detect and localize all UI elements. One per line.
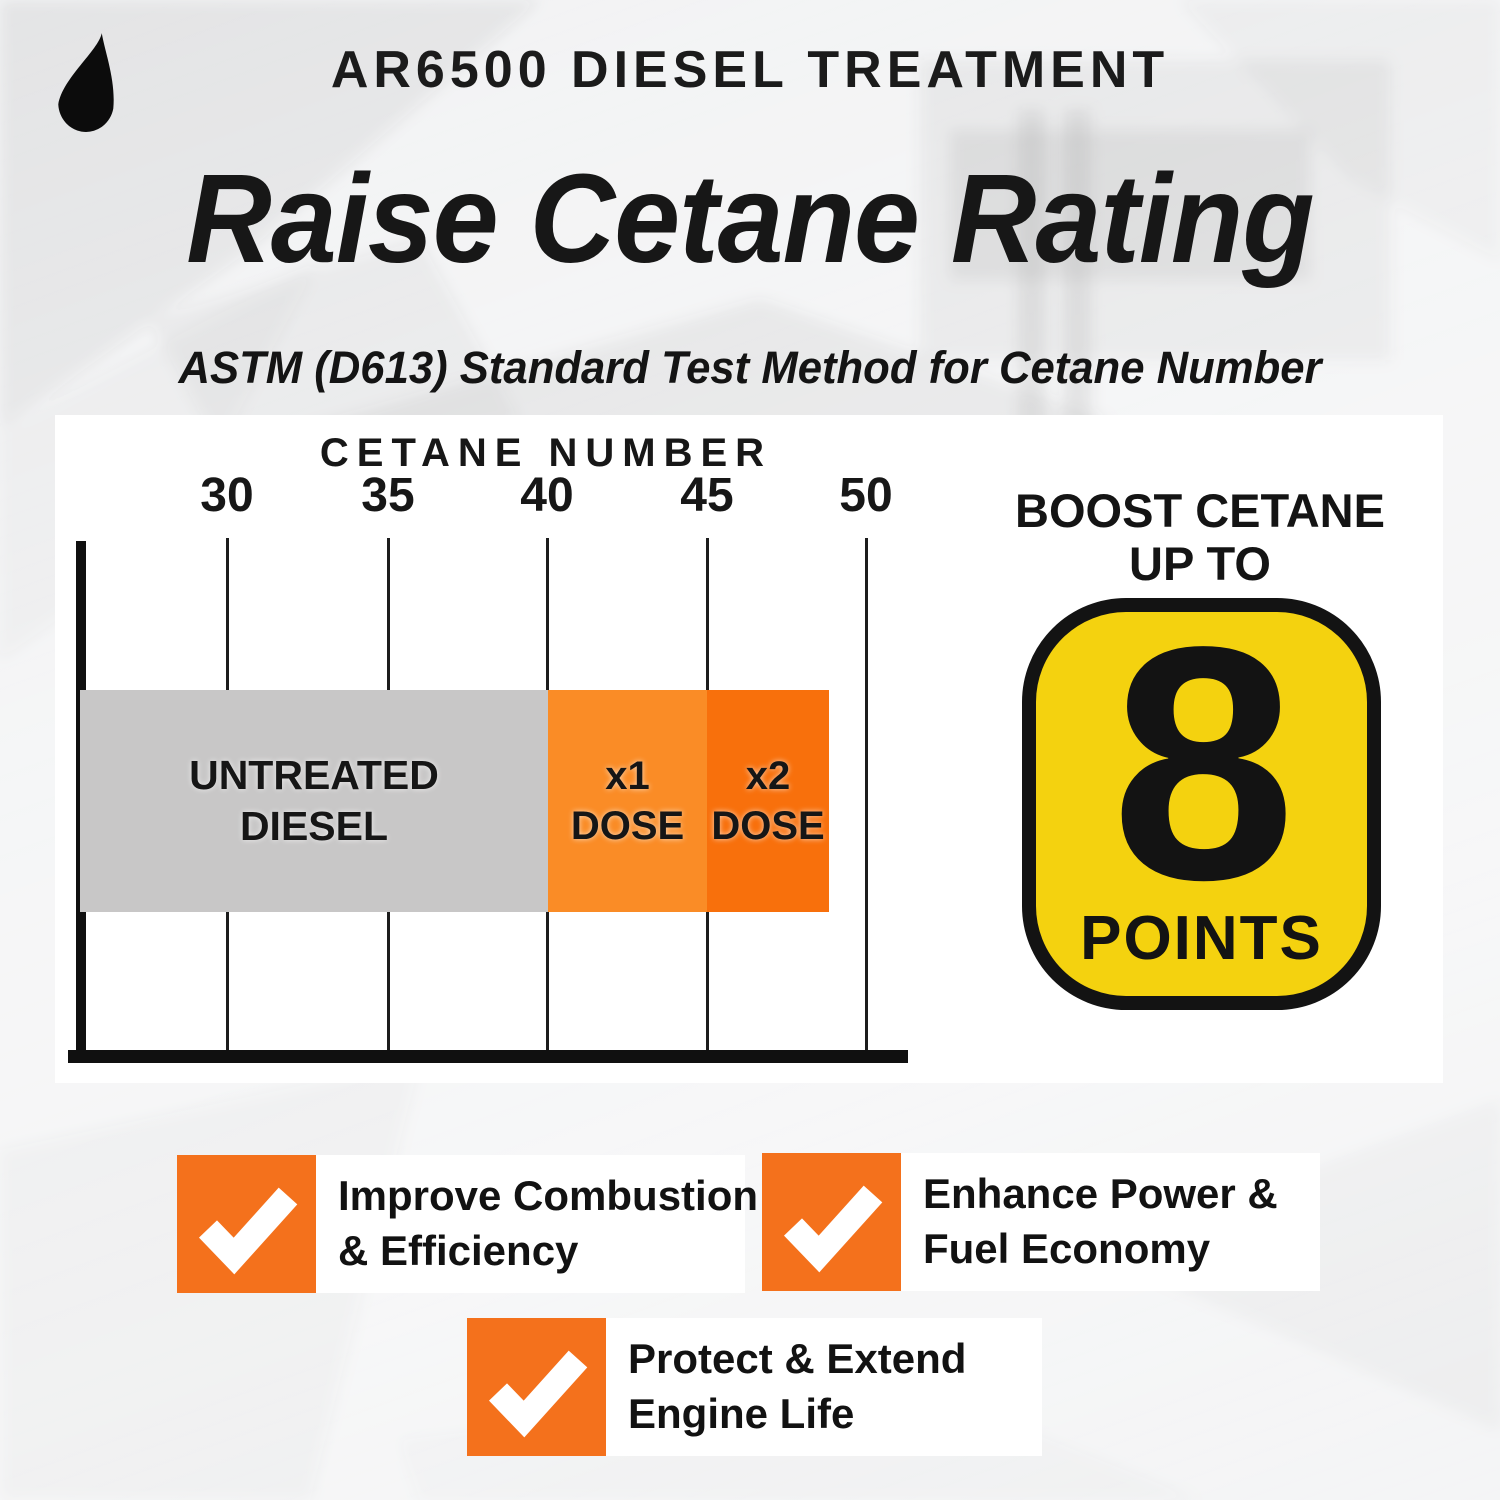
benefit-text: Improve Combustion & Efficiency [316,1155,759,1293]
points-badge: 8 POINTS [1022,598,1381,1010]
benefit-item-power: Enhance Power & Fuel Economy [762,1153,1320,1291]
bar-label-line: DOSE [570,804,685,848]
bar-label-line: x1 [605,754,650,798]
product-title: AR6500 DIESEL TREATMENT [330,41,1170,99]
page-headline: Raise Cetane Rating [186,148,1314,289]
oil-drop-icon [58,33,114,132]
axis-title: CETANE NUMBER [319,431,773,475]
badge-value: 8 [1111,578,1296,949]
boost-heading-line1: BOOST CETANE [1015,484,1385,537]
bar-label-line: x2 [745,754,791,798]
benefit-line: Improve Combustion [338,1172,759,1220]
check-square [467,1318,606,1456]
bar-label-line: DOSE [711,804,825,848]
bar-untreated-diesel: UNTREATED DIESEL [80,690,548,912]
bar-label-line: UNTREATED [189,751,439,798]
benefit-item-engine-life: Protect & Extend Engine Life [467,1318,1042,1456]
checkmark-icon [783,1185,882,1273]
bar-x1-dose: x1 DOSE [548,690,707,912]
benefit-line: Fuel Economy [923,1225,1211,1272]
badge-unit: POINTS [1080,904,1323,973]
benefit-line: Protect & Extend [628,1335,967,1383]
bar-x2-dose: x2 DOSE [707,690,829,912]
check-square [177,1155,316,1293]
gridline-50 [865,538,868,1052]
tick-label-35: 35 [361,469,415,522]
checkmark-icon [488,1350,587,1438]
test-method-subtitle: ASTM (D613) Standard Test Method for Cet… [178,342,1322,393]
tick-label-50: 50 [839,469,893,522]
check-square [762,1153,901,1291]
chart-panel: CETANE NUMBER 30 35 40 45 50 UNTREATED D… [55,415,1443,1083]
tick-label-30: 30 [200,469,254,522]
benefit-line: Enhance Power & [923,1170,1278,1218]
tick-label-45: 45 [680,469,734,522]
checkmark-icon [198,1187,297,1275]
benefit-line: Engine Life [628,1390,855,1437]
benefit-item-combustion: Improve Combustion & Efficiency [177,1155,759,1293]
bar-label-line: DIESEL [239,803,389,849]
benefit-text: Enhance Power & Fuel Economy [901,1153,1320,1291]
benefit-line: & Efficiency [338,1227,579,1274]
benefit-text: Protect & Extend Engine Life [606,1318,1042,1456]
tick-label-40: 40 [520,469,574,522]
boost-heading-line2: UP TO [1129,536,1271,590]
x-axis-line [68,1050,908,1063]
boost-heading: BOOST CETANE UP TO [1015,484,1385,590]
